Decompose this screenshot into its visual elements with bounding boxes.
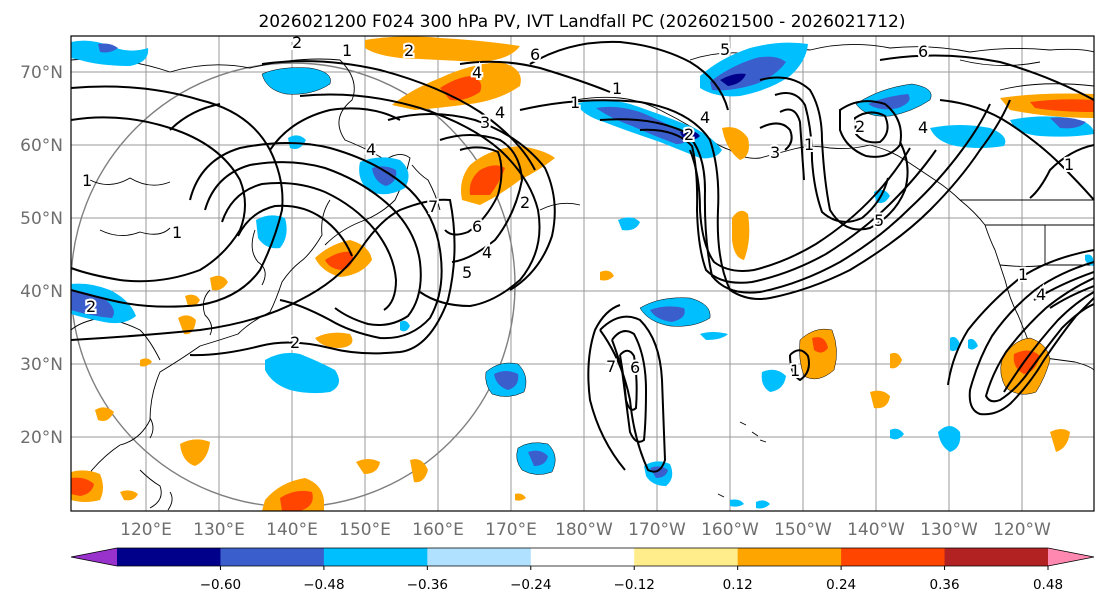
anomaly-outlines [261, 67, 1051, 475]
colorbar-tick-label: 0.12 [723, 577, 753, 593]
latitude-labels: 70°N 60°N 50°N 40°N 30°N 20°N [20, 63, 63, 448]
map-content: 2 1 6 4 4 4 2 7 5 6 3 2 4 6 5 4 1 1 2 1 … [71, 33, 1094, 511]
contour-label: 1 [570, 93, 580, 112]
lon-label: 150°W [774, 520, 832, 540]
colorbar-outline [70, 547, 1095, 567]
longitude-labels: 120°E 130°E 140°E 150°E 160°E 170°E 180°… [120, 520, 1051, 540]
contour-label: 4 [366, 140, 376, 159]
colorbar-tick-label: −0.12 [614, 577, 655, 593]
contour-label: 6 [472, 217, 482, 236]
lat-label: 30°N [20, 355, 63, 375]
contour-label: 4 [472, 63, 482, 82]
colorbar-segment [220, 548, 325, 566]
lat-label: 20°N [20, 428, 63, 448]
colorbar-segment [944, 548, 1049, 566]
colorbar-segments [71, 548, 1094, 566]
lon-label: 140°W [847, 520, 905, 540]
lat-label: 60°N [20, 136, 63, 156]
colorbar-ticks: −0.60 −0.48 −0.36 −0.24 −0.12 0.12 0.24 0.36 0.4… [200, 566, 1063, 593]
colorbar-tick-label: −0.48 [303, 577, 344, 593]
colorbar-tick-label: 0.24 [826, 577, 856, 593]
colorbar-tick-label: 0.48 [1033, 577, 1063, 593]
contour-labels: 2 1 6 4 4 4 2 7 5 6 3 2 4 6 5 4 1 1 2 1 … [80, 33, 1076, 382]
contour-label: 4 [482, 243, 492, 262]
colorbar-segment [427, 548, 532, 566]
lat-label: 40°N [20, 282, 63, 302]
colorbar-segment [323, 548, 428, 566]
contour-label: 2 [292, 33, 302, 52]
contour-label: 5 [874, 211, 884, 230]
contour-label: 7 [428, 197, 438, 216]
colorbar-extend-low [71, 548, 117, 566]
colorbar-segment [117, 548, 221, 566]
lon-label: 120°E [120, 520, 172, 540]
lon-label: 150°E [339, 520, 391, 540]
contour-label: 1 [790, 361, 800, 380]
contour-label: 6 [530, 45, 540, 64]
contour-label: 2 [86, 297, 96, 316]
contour-label: 1 [172, 223, 182, 242]
lon-label: 130°E [193, 520, 245, 540]
lon-label: 140°E [266, 520, 318, 540]
contour-label: 2 [684, 125, 694, 144]
lat-label: 50°N [20, 209, 63, 229]
ivt-contours [71, 40, 1094, 473]
colorbar-tick-label: −0.24 [510, 577, 551, 593]
colorbar-tick-label: −0.60 [200, 577, 241, 593]
contour-label: 5 [720, 40, 730, 59]
contour-label: 7 [606, 357, 616, 376]
colorbar-segment [634, 548, 739, 566]
contour-label: 4 [918, 118, 928, 137]
colorbar-extend-high [1048, 548, 1094, 566]
colorbar-segment [530, 548, 635, 566]
figure-title: 2026021200 F024 300 hPa PV, IVT Landfall… [258, 12, 905, 32]
contour-label: 1 [1018, 265, 1028, 284]
map-frame [70, 35, 1095, 512]
colorbar-segment [841, 548, 946, 566]
lon-label: 160°E [412, 520, 464, 540]
colorbar-segment [737, 548, 842, 566]
contour-label: 1 [342, 41, 352, 60]
lon-label: 120°W [993, 520, 1051, 540]
negative-anomaly-blobs [71, 40, 1094, 509]
contour-label: 1 [612, 79, 622, 98]
contour-label: 3 [770, 143, 780, 162]
contour-label: 4 [700, 108, 710, 127]
contour-label: 5 [462, 263, 472, 282]
contour-label: 6 [630, 358, 640, 377]
pv-anomaly-shading [71, 36, 1094, 511]
lon-label: 160°W [701, 520, 759, 540]
contour-label: 1 [804, 135, 814, 154]
contour-label: 2 [290, 333, 300, 352]
lon-label: 130°W [920, 520, 978, 540]
colorbar-tick-label: −0.36 [407, 577, 448, 593]
lon-label: 170°E [485, 520, 537, 540]
contour-label: 1 [82, 171, 92, 190]
colorbar-tick-label: 0.36 [930, 577, 960, 593]
contour-label: 1 [1064, 155, 1074, 174]
lon-label: 170°W [628, 520, 686, 540]
map-background [71, 36, 1094, 511]
contour-label: 4 [1036, 285, 1046, 304]
lat-label: 70°N [20, 63, 63, 83]
contour-label: 2 [404, 41, 414, 60]
contour-label: 4 [495, 103, 505, 122]
contour-label: 6 [918, 42, 928, 61]
contour-label: 2 [520, 193, 530, 212]
contour-label: 3 [480, 113, 490, 132]
contour-label: 2 [855, 117, 865, 136]
gridlines [71, 36, 1094, 511]
colorbar: −0.60 −0.48 −0.36 −0.24 −0.12 0.12 0.24 0.36 0.4… [70, 547, 1095, 593]
lon-label: 180°W [555, 520, 613, 540]
